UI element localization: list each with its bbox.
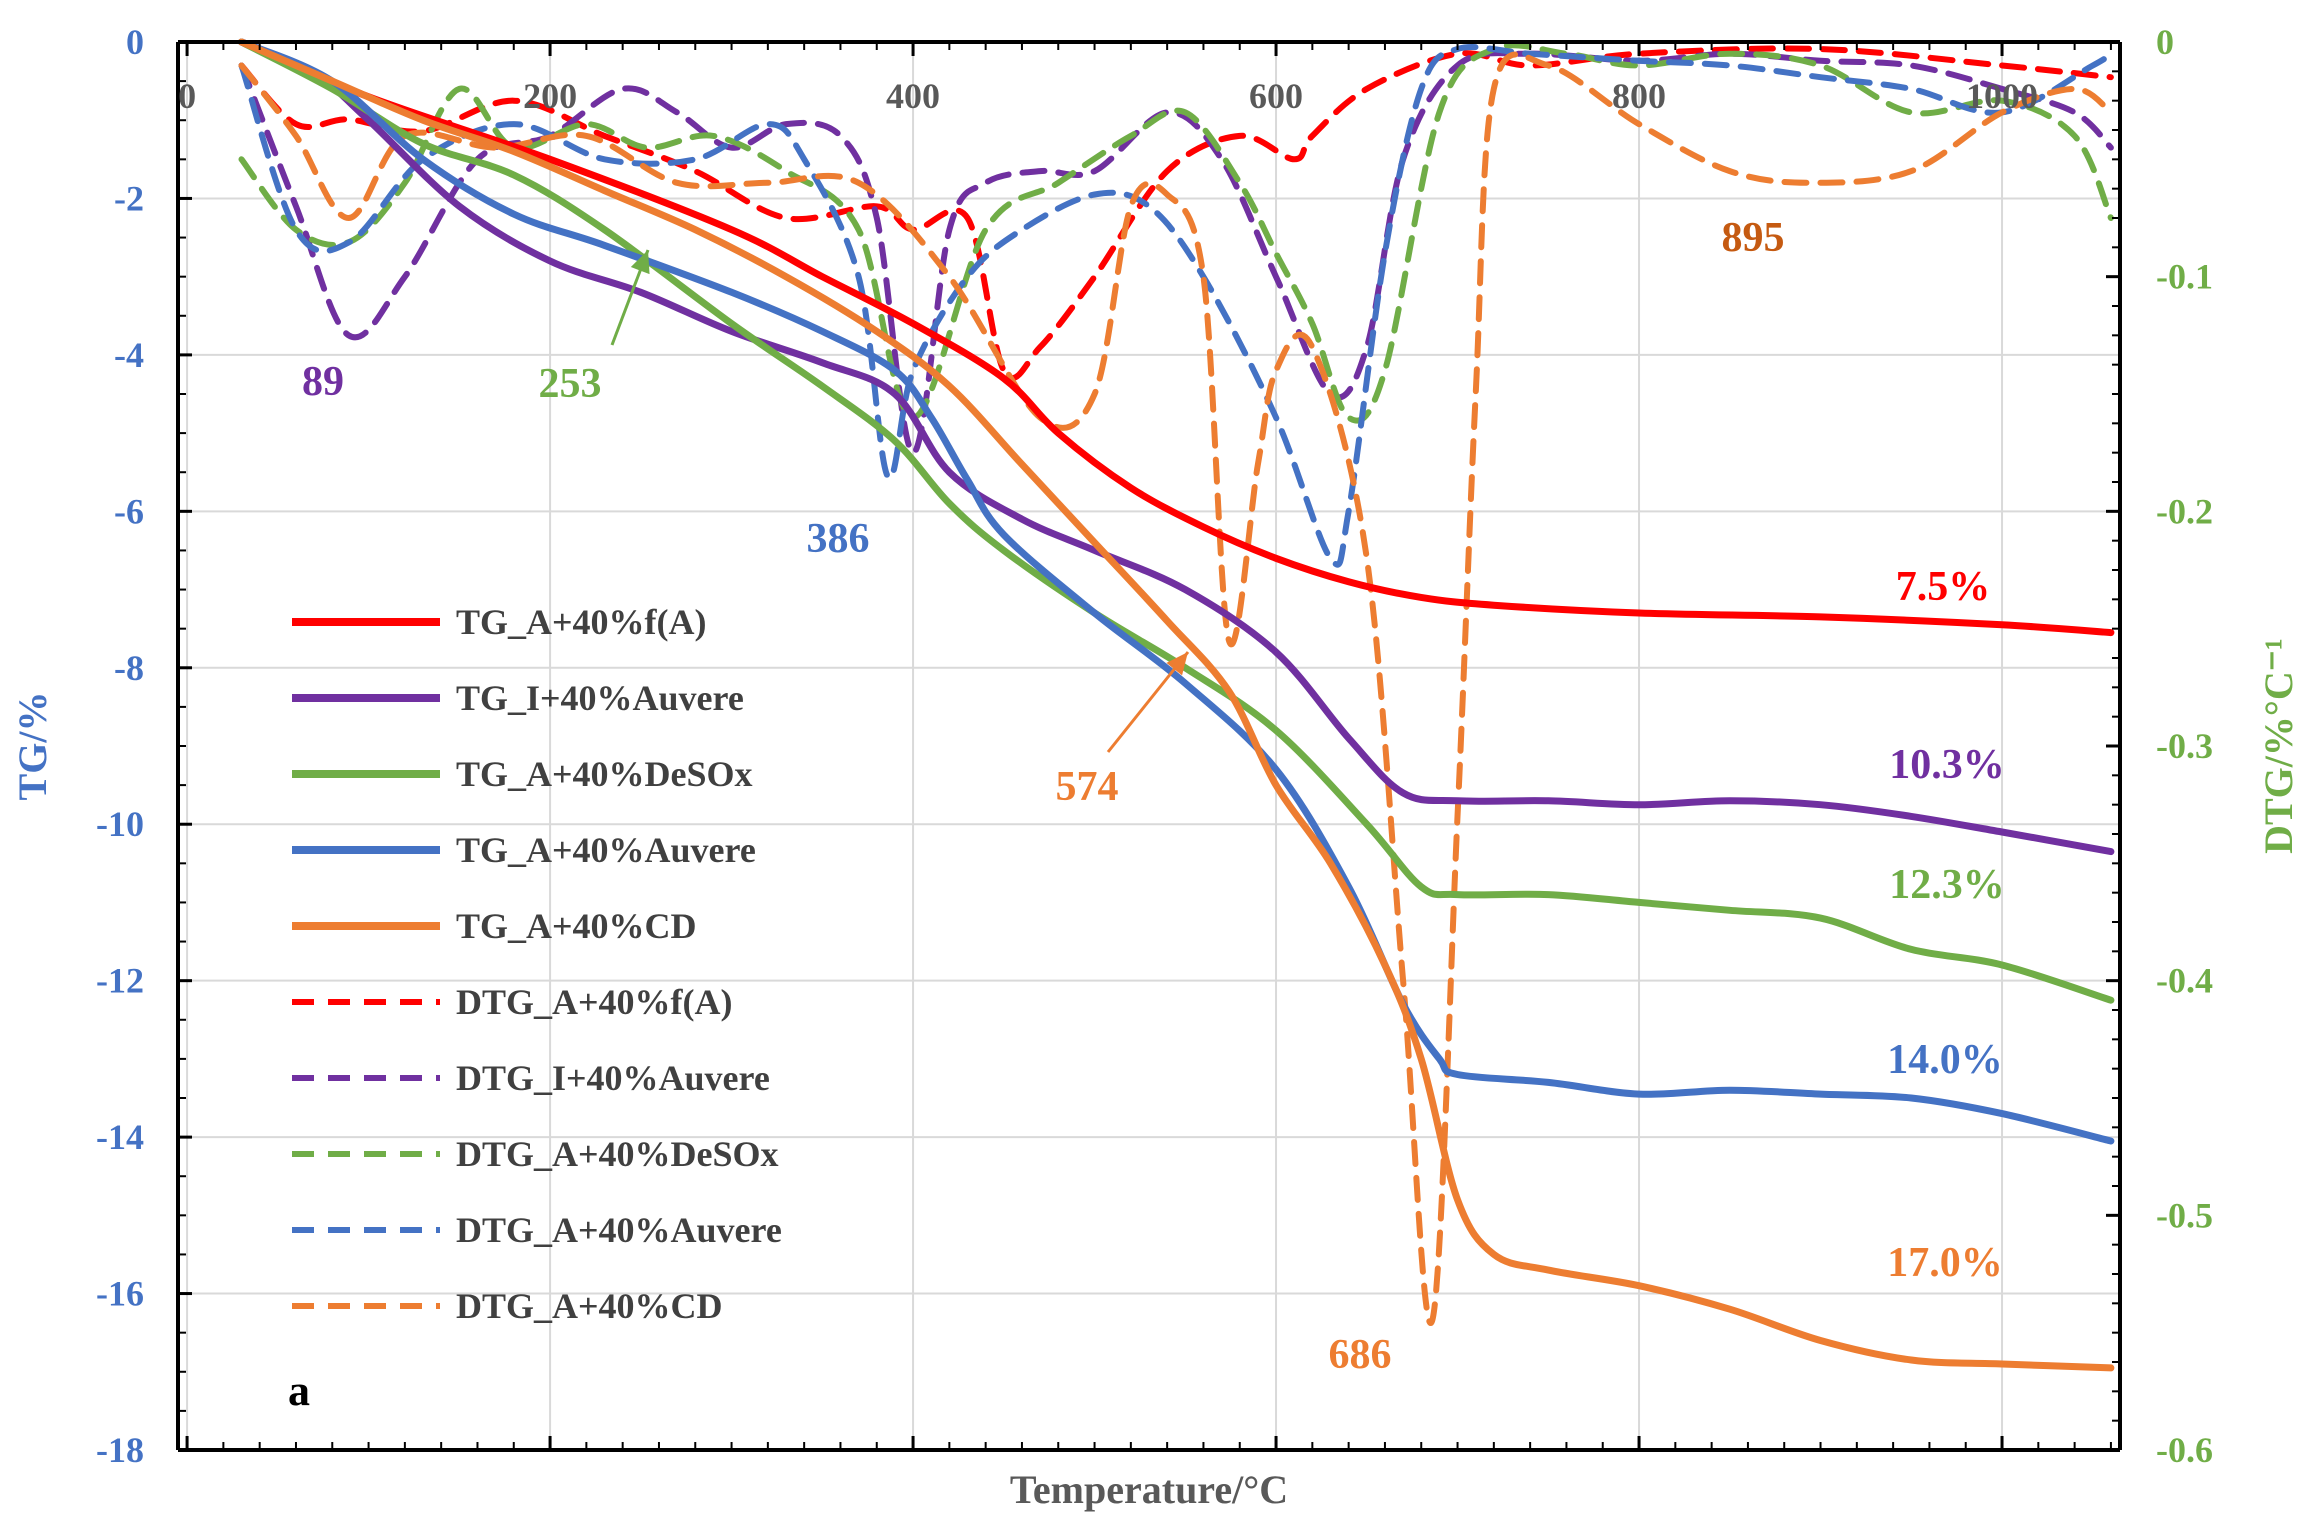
- annotation-label: 895: [1722, 215, 1785, 261]
- x-tick-label: 200: [523, 76, 577, 116]
- annotation-arrow-574-head: [1166, 652, 1188, 676]
- legend-label: DTG_I+40%Auvere: [456, 1058, 770, 1098]
- series-line-dtg-a-40-auvere: [238, 44, 2114, 568]
- legend-label: DTG_A+40%CD: [456, 1286, 723, 1326]
- annotation-label: 386: [807, 516, 870, 562]
- y-tick-label-right: -0.2: [2156, 491, 2213, 531]
- annotation-label: 10.3%: [1889, 742, 2005, 788]
- series-layer: [238, 38, 2115, 1372]
- series-line-tg-i-40-auvere: [238, 38, 2115, 856]
- legend: TG_A+40%f(A) TG_I+40%Auvere TG_A+40%DeSOx T…: [292, 602, 782, 1326]
- annotations: 89 253 386 574 686 895 7.5% 10.3% 12.3% 14.0% 17.0…: [302, 215, 2005, 1378]
- y-axis-title-left: TG/%: [10, 692, 55, 801]
- y-tick-label-right: -0.6: [2156, 1430, 2213, 1470]
- grid-lines: [178, 41, 2120, 1450]
- series-line-dtg-a-40-desox: [238, 42, 2114, 424]
- x-tick-label: 800: [1612, 76, 1666, 116]
- legend-label: TG_A+40%Auvere: [456, 830, 756, 870]
- y-tick-label-left: -12: [96, 961, 144, 1001]
- y-tick-label-left: 0: [126, 22, 144, 62]
- x-tick-label: 1000: [1966, 76, 2038, 116]
- y-tick-label-right: -0.5: [2156, 1195, 2213, 1235]
- annotation-arrow-253-head: [630, 250, 650, 275]
- legend-label: TG_A+40%DeSOx: [456, 754, 753, 794]
- y-tick-label-left: -8: [114, 648, 144, 688]
- annotation-label: 253: [539, 361, 602, 407]
- y-tick-label-right: 0: [2156, 22, 2174, 62]
- y-axis-title-right: DTG/%°C⁻¹: [2256, 638, 2301, 854]
- x-tick-label: 400: [886, 76, 940, 116]
- y-tick-label-left: -4: [114, 335, 144, 375]
- series-line-tg-a-40-cd: [238, 38, 2115, 1372]
- series-line-tg-a-40-auvere: [238, 38, 2115, 1145]
- legend-label: DTG_A+40%DeSOx: [456, 1134, 779, 1174]
- series-line-dtg-a-40-cd: [238, 51, 2114, 1327]
- legend-label: DTG_A+40%f(A): [456, 982, 733, 1022]
- x-tick-label: 600: [1249, 76, 1303, 116]
- panel-label: a: [288, 1366, 310, 1415]
- series-line-tg-a-40-desox: [238, 38, 2115, 1004]
- y-tick-label-left: -6: [114, 491, 144, 531]
- annotation-label: 12.3%: [1889, 862, 2005, 908]
- axes: [176, 40, 2122, 1452]
- y-tick-label-left: -2: [114, 178, 144, 218]
- annotation-label: 574: [1056, 764, 1119, 810]
- y-tick-label-left: -18: [96, 1430, 144, 1470]
- y-tick-label-right: -0.4: [2156, 961, 2213, 1001]
- legend-label: TG_I+40%Auvere: [456, 678, 744, 718]
- series-line-tg-a-40-f-a: [238, 38, 2115, 637]
- annotation-label: 686: [1329, 1332, 1392, 1378]
- y-tick-label-right: -0.3: [2156, 726, 2213, 766]
- annotation-label: 7.5%: [1896, 564, 1991, 610]
- x-axis-title: Temperature/°C: [1010, 1467, 1288, 1512]
- tick-labels: 0 -2 -4 -6 -8 -10 -12 -14 -16 -18 0 -0.1 -0.2 -0.3 -0.…: [96, 22, 2213, 1470]
- legend-label: DTG_A+40%Auvere: [456, 1210, 782, 1250]
- y-tick-label-right: -0.1: [2156, 257, 2213, 297]
- x-tick-label: 0: [178, 76, 196, 116]
- legend-label: TG_A+40%CD: [456, 906, 697, 946]
- y-tick-label-left: -16: [96, 1274, 144, 1314]
- series-line-dtg-a-40-f-a: [238, 45, 2114, 382]
- annotation-label: 17.0%: [1887, 1240, 2003, 1286]
- series-line-dtg-i-40-auvere: [238, 50, 2114, 456]
- y-tick-label-left: -10: [96, 804, 144, 844]
- y-tick-label-left: -14: [96, 1117, 144, 1157]
- legend-label: TG_A+40%f(A): [456, 602, 707, 642]
- annotation-label: 14.0%: [1887, 1037, 2003, 1083]
- annotation-label: 89: [302, 359, 344, 405]
